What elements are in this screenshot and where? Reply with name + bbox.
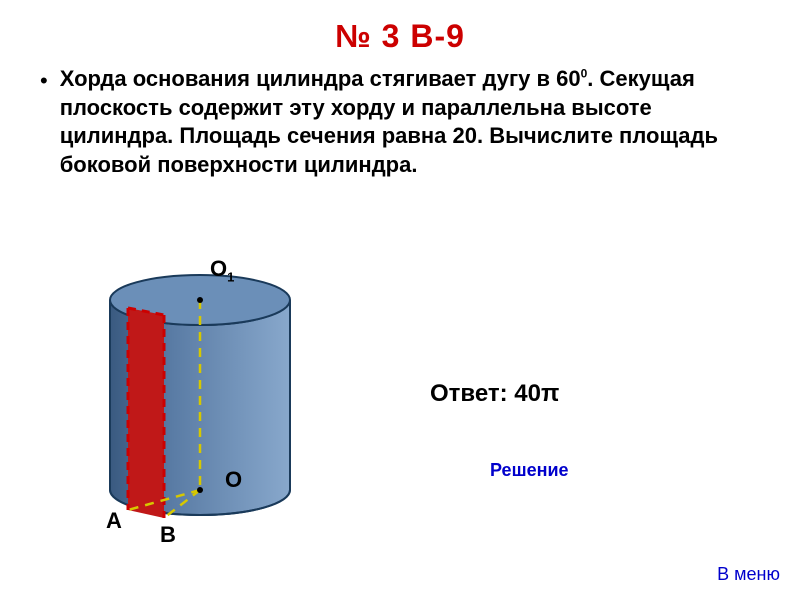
answer-text: Ответ: 40π <box>430 380 559 408</box>
problem-container: • Хорда основания цилиндра стягивает дуг… <box>0 55 800 179</box>
menu-link[interactable]: В меню <box>717 564 780 585</box>
label-O1: О1 <box>210 256 234 284</box>
point-O <box>197 487 203 493</box>
label-B: В <box>160 522 176 548</box>
slide-title: № 3 В-9 <box>0 0 800 55</box>
bullet-icon: • <box>40 65 48 96</box>
point-O1 <box>197 297 203 303</box>
solution-link[interactable]: Решение <box>490 460 569 481</box>
label-A: А <box>106 508 122 534</box>
diagram: О1 О А В <box>70 260 330 560</box>
section-plane <box>128 308 164 518</box>
label-O: О <box>225 467 242 493</box>
problem-text: Хорда основания цилиндра стягивает дугу … <box>60 65 760 179</box>
